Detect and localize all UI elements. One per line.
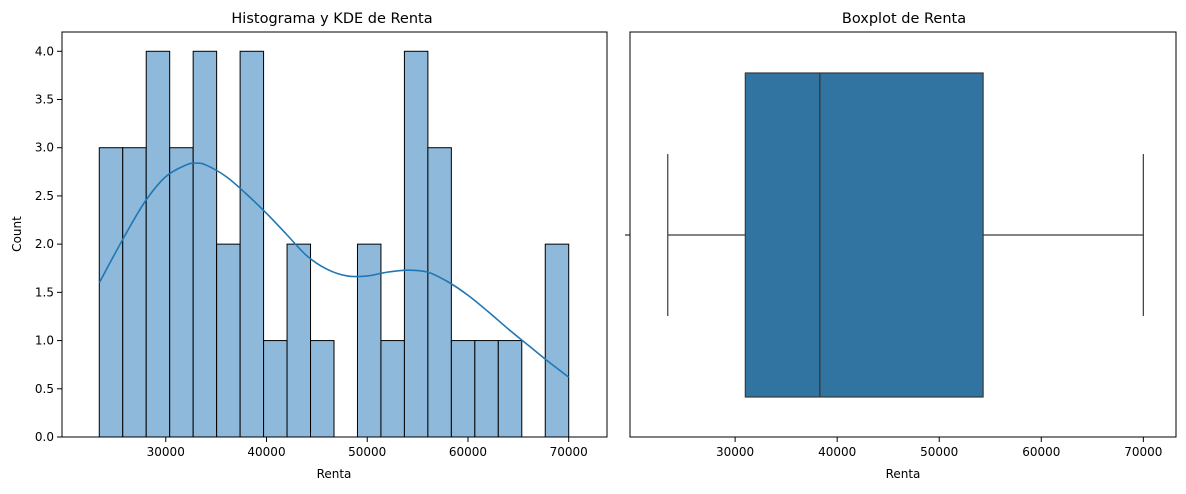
histogram-bar (544, 243, 570, 438)
histogram-y-tick-label: 3.5 (35, 93, 54, 107)
histogram-x-axis-label: Renta (317, 467, 352, 481)
histogram-bar (122, 147, 147, 438)
histogram-y-tick-label: 2.5 (35, 189, 54, 203)
histogram-y-tick-label: 1.5 (35, 285, 54, 299)
histogram-x-tick-label: 50000 (348, 445, 386, 459)
boxplot-x-tick-label: 60000 (1022, 445, 1060, 459)
histogram-bars (98, 50, 570, 438)
histogram-y-tick-label: 2.0 (35, 237, 54, 251)
histogram-y-ticks: 0.0 0.5 1.0 1.5 2.0 2.5 3.0 3.5 4.0 (35, 44, 62, 444)
histogram-bar (286, 243, 312, 438)
histogram-bar (427, 147, 452, 438)
interquartile-box (744, 72, 984, 398)
histogram-y-tick-label: 4.0 (35, 44, 54, 58)
histogram-y-tick-label: 1.0 (35, 334, 54, 348)
boxplot-x-tick-label: 70000 (1124, 445, 1162, 459)
histogram-x-tick-label: 60000 (449, 445, 487, 459)
boxplot-x-tick-label: 30000 (716, 445, 754, 459)
histogram-plot-frame (61, 31, 608, 438)
histogram-bar (98, 147, 124, 438)
histogram-x-tick-label: 70000 (550, 445, 588, 459)
boxplot-x-tick-label: 40000 (818, 445, 856, 459)
histogram-bar (169, 147, 194, 438)
histogram-bar (145, 50, 171, 438)
histogram-x-tick-label: 40000 (247, 445, 285, 459)
histogram-x-ticks: 30000 40000 50000 60000 70000 (147, 437, 588, 459)
histogram-y-tick-label: 0.5 (35, 382, 54, 396)
histogram-y-tick-label: 0.0 (35, 430, 54, 444)
histogram-x-tick-label: 30000 (147, 445, 185, 459)
boxplot-x-tick-label: 50000 (920, 445, 958, 459)
boxplot-elements (667, 72, 1144, 398)
histogram-bar (450, 340, 476, 438)
histogram-bar (474, 340, 499, 438)
histogram-bar (192, 50, 218, 438)
histogram-bar (263, 340, 288, 438)
histogram-bar (310, 340, 335, 438)
histogram-panel: Histograma y KDE de Renta 30000 40000 5000… (10, 11, 608, 481)
histogram-bar (380, 340, 405, 438)
histogram-bar (216, 243, 241, 438)
histogram-bar (239, 50, 265, 438)
boxplot-x-axis-label: Renta (886, 467, 921, 481)
histogram-title: Histograma y KDE de Renta (231, 11, 432, 27)
boxplot-x-ticks: 30000 40000 50000 60000 70000 (716, 437, 1162, 459)
histogram-bar (356, 243, 382, 438)
histogram-y-axis-label: Count (10, 216, 24, 252)
boxplot-title: Boxplot de Renta (842, 11, 966, 27)
histogram-bar (497, 340, 523, 438)
kde-line (98, 162, 570, 378)
histogram-y-tick-label: 3.0 (35, 141, 54, 155)
histogram-bar (403, 50, 429, 438)
boxplot-panel: Boxplot de Renta 30000 40000 50000 60000 700… (625, 11, 1177, 481)
